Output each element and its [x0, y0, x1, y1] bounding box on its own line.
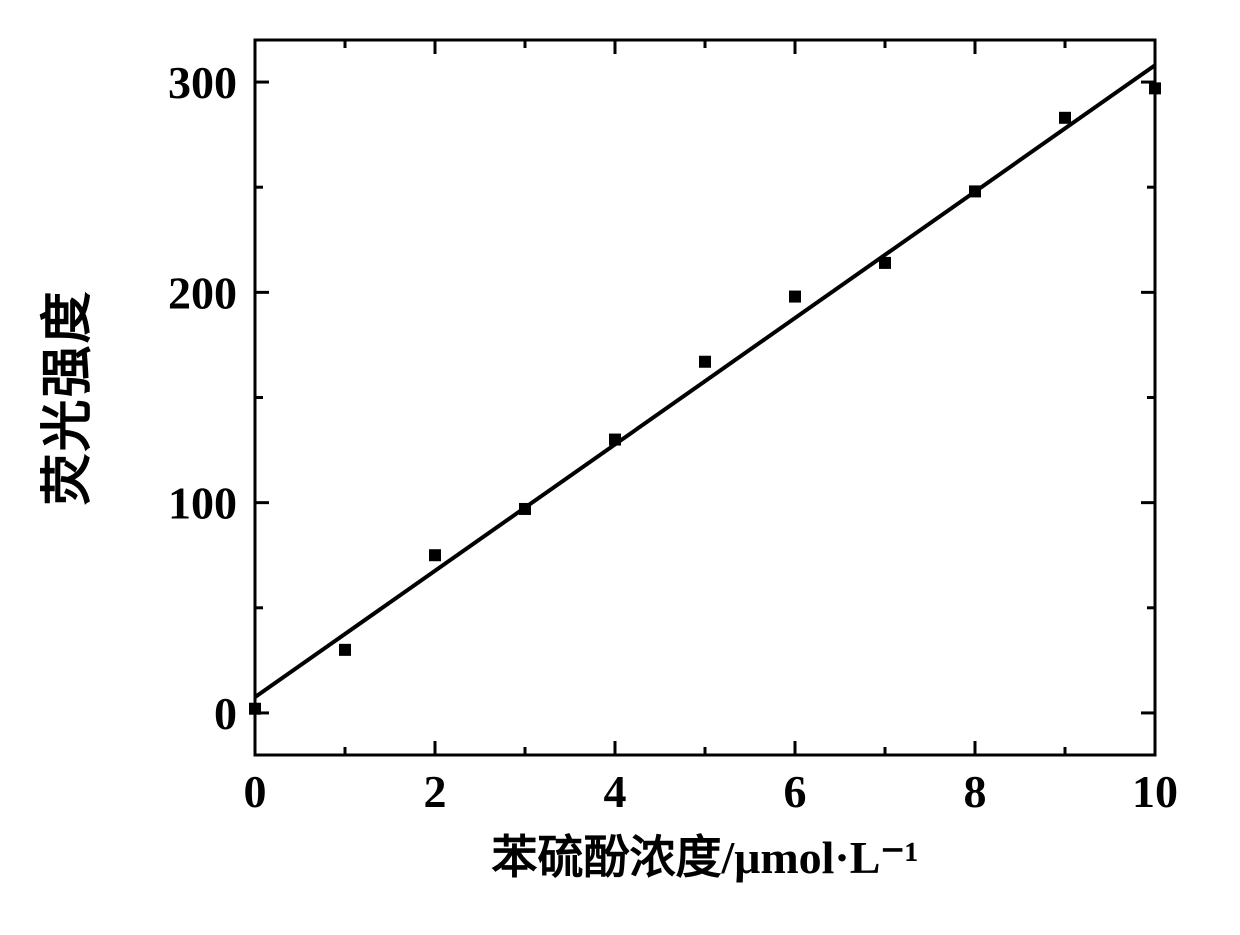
data-point	[429, 549, 441, 561]
x-tick-label: 8	[964, 766, 987, 817]
data-point	[699, 356, 711, 368]
y-tick-label: 0	[214, 688, 237, 739]
y-tick-label: 300	[168, 57, 237, 108]
data-point	[1149, 82, 1161, 94]
x-tick-label: 6	[784, 766, 807, 817]
data-point	[789, 291, 801, 303]
x-tick-label: 0	[244, 766, 267, 817]
y-axis-label: 荧光强度	[39, 289, 97, 505]
data-point	[969, 185, 981, 197]
data-point	[609, 434, 621, 446]
y-tick-label: 200	[168, 267, 237, 318]
x-tick-label: 2	[424, 766, 447, 817]
data-point	[519, 503, 531, 515]
data-point	[339, 644, 351, 656]
y-tick-label: 100	[168, 478, 237, 529]
x-axis-label: 苯硫酚浓度/μmol·L⁻¹	[491, 832, 918, 883]
data-point	[879, 257, 891, 269]
x-tick-label: 4	[604, 766, 627, 817]
scatter-chart: 02468100100200300苯硫酚浓度/μmol·L⁻¹荧光强度	[0, 0, 1240, 935]
data-point	[249, 703, 261, 715]
x-tick-label: 10	[1132, 766, 1178, 817]
data-point	[1059, 112, 1071, 124]
